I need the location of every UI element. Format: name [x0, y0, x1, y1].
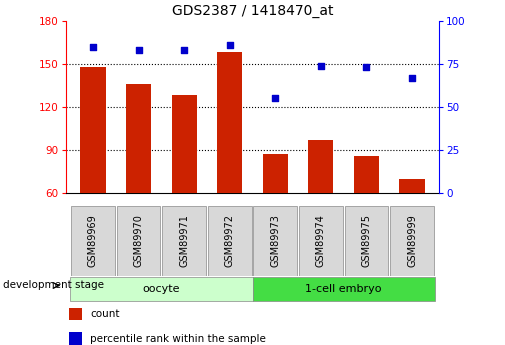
FancyBboxPatch shape: [254, 206, 297, 276]
Bar: [354, 156, 379, 193]
Bar: [263, 155, 288, 193]
Point: [226, 42, 234, 48]
FancyBboxPatch shape: [344, 206, 388, 276]
FancyBboxPatch shape: [208, 206, 251, 276]
Text: GSM89999: GSM89999: [407, 215, 417, 267]
Point: [271, 96, 279, 101]
Text: GSM89972: GSM89972: [225, 214, 235, 267]
Text: GSM89971: GSM89971: [179, 214, 189, 267]
Title: GDS2387 / 1418470_at: GDS2387 / 1418470_at: [172, 4, 333, 18]
FancyBboxPatch shape: [252, 277, 435, 300]
Point: [134, 47, 142, 53]
Text: GSM89970: GSM89970: [133, 214, 143, 267]
Bar: [309, 140, 333, 193]
Bar: [69, 332, 82, 345]
Text: GSM89975: GSM89975: [362, 214, 372, 267]
FancyBboxPatch shape: [117, 206, 161, 276]
Point: [180, 47, 188, 53]
Bar: [217, 52, 242, 193]
FancyBboxPatch shape: [390, 206, 434, 276]
Bar: [126, 84, 151, 193]
Bar: [80, 67, 106, 193]
Point: [363, 65, 371, 70]
Bar: [69, 308, 82, 320]
Text: GSM89974: GSM89974: [316, 214, 326, 267]
FancyBboxPatch shape: [162, 206, 206, 276]
FancyBboxPatch shape: [70, 277, 252, 300]
Bar: [399, 179, 425, 193]
FancyBboxPatch shape: [71, 206, 115, 276]
Text: oocyte: oocyte: [142, 284, 180, 294]
Text: GSM89973: GSM89973: [270, 214, 280, 267]
Bar: [172, 96, 196, 193]
Point: [89, 44, 97, 49]
Text: GSM89969: GSM89969: [88, 215, 98, 267]
Text: count: count: [90, 309, 120, 319]
Text: development stage: development stage: [3, 280, 104, 290]
FancyBboxPatch shape: [299, 206, 343, 276]
Point: [317, 63, 325, 68]
Text: percentile rank within the sample: percentile rank within the sample: [90, 334, 266, 344]
Text: 1-cell embryo: 1-cell embryo: [306, 284, 382, 294]
Point: [408, 75, 416, 80]
